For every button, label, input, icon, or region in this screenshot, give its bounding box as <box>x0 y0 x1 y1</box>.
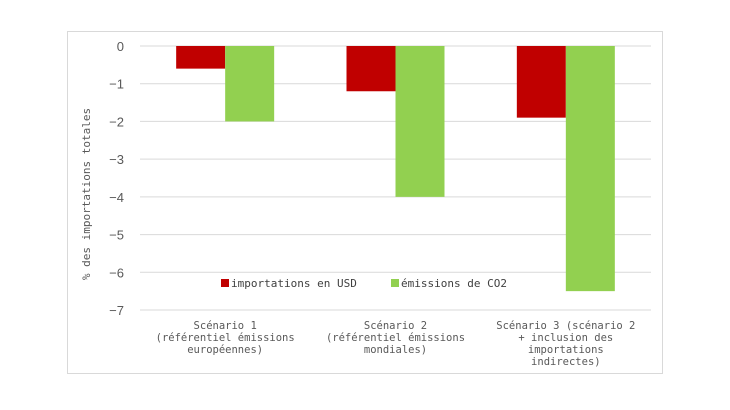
x-category-label: importations <box>528 344 604 356</box>
x-category-label: mondiales) <box>364 344 427 356</box>
bar-importations-1 <box>176 46 226 69</box>
bar-emissions-3 <box>565 46 615 292</box>
y-tick-label: −2 <box>109 114 124 129</box>
x-category-label: (référentiel émissions <box>326 332 465 344</box>
bar-importations-3 <box>516 46 566 118</box>
x-category-label: + inclusion des <box>518 332 613 344</box>
bar-emissions-2 <box>395 46 445 197</box>
x-category-label: Scénario 1 <box>194 320 257 332</box>
y-tick-label: −3 <box>109 152 124 167</box>
legend: importations en USD émissions de CO2 <box>221 277 507 290</box>
legend-swatch <box>391 279 399 287</box>
y-tick-label: −4 <box>109 190 124 205</box>
x-category-label: Scénario 2 <box>364 320 427 332</box>
y-tick-label: 0 <box>117 39 124 54</box>
y-tick-label: −7 <box>109 303 124 318</box>
legend-label: importations en USD <box>231 277 357 290</box>
legend-swatch <box>221 279 229 287</box>
x-category-label: européennes) <box>187 344 263 356</box>
y-tick-label: −6 <box>109 265 124 280</box>
y-tick-label: −1 <box>109 77 124 92</box>
legend-label: émissions de CO2 <box>401 277 507 290</box>
x-category-label: indirectes) <box>531 356 601 368</box>
y-tick-label: −5 <box>109 228 124 243</box>
bar-emissions-1 <box>225 46 275 122</box>
bar-importations-2 <box>346 46 396 92</box>
x-category-label: (référentiel émissions <box>156 332 295 344</box>
bar-chart: 0−1−2−3−4−5−6−7 Scénario 1(référentiel é… <box>80 39 651 368</box>
chart-frame: 0 −1 −2 −3 −4 −5 −6 −7 Scénario 1 (référentiel é… <box>67 31 663 374</box>
x-category-label: Scénario 3 (scénario 2 <box>496 320 635 332</box>
y-axis-title: % des importations totales <box>80 108 93 280</box>
